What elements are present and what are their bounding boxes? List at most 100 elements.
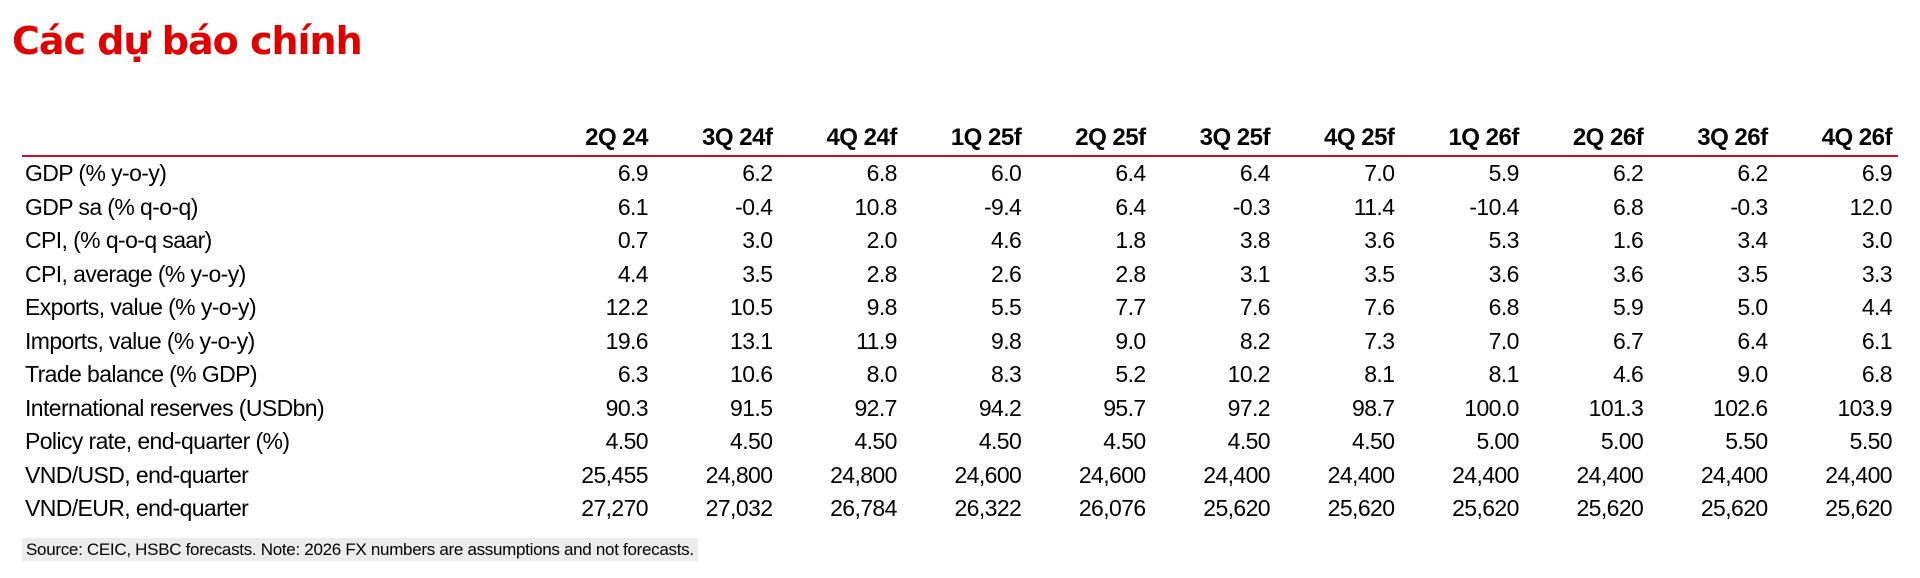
row-label: VND/USD, end-quarter [25, 461, 249, 488]
cell-value: 25,620 [1700, 495, 1768, 521]
cell-value: 4.50 [1103, 428, 1146, 454]
cell-value: 27,270 [581, 495, 648, 521]
cell-value: 27,032 [705, 495, 773, 521]
cell-value: 10.2 [1227, 361, 1271, 387]
cell-value: 24,600 [954, 461, 1022, 488]
cell-value: 8.2 [1239, 327, 1271, 354]
cell-value: 3.5 [742, 260, 773, 287]
row-label: Trade balance (% GDP) [25, 361, 258, 387]
cell-value: 9.8 [991, 327, 1022, 354]
cell-value: 3.0 [1861, 227, 1893, 253]
cell-value: 5.50 [1725, 428, 1768, 454]
cell-value: 92.7 [854, 394, 897, 421]
cell-value: 6.2 [1613, 160, 1644, 186]
cell-value: 25,620 [1327, 495, 1395, 521]
cell-value: 24,400 [1700, 461, 1768, 488]
cell-value: 6.2 [1737, 160, 1768, 186]
cell-value: 12.2 [605, 294, 649, 320]
cell-value: 5.50 [1849, 428, 1893, 454]
cell-value: 6.8 [1488, 294, 1520, 320]
row-label: VND/EUR, end-quarter [25, 495, 249, 521]
cell-value: 25,620 [1452, 495, 1519, 521]
cell-value: 4.50 [978, 428, 1022, 454]
cell-value: 24,800 [830, 461, 897, 488]
cell-value: 24,400 [1825, 461, 1892, 488]
cell-value: 2.0 [866, 227, 898, 253]
cell-value: 6.8 [1613, 193, 1644, 220]
column-header: 3Q 24f [702, 124, 773, 151]
cell-value: 6.1 [617, 193, 649, 220]
cell-value: 7.3 [1364, 327, 1395, 354]
cell-value: 3.8 [1239, 227, 1271, 253]
cell-value: 19.6 [605, 327, 649, 354]
column-header: 1Q 26f [1448, 124, 1519, 151]
cell-value: 5.00 [1476, 428, 1519, 454]
cell-value: 101.3 [1588, 394, 1644, 421]
cell-value: 97.2 [1227, 394, 1271, 421]
cell-value: 2.6 [991, 260, 1022, 287]
cell-value: 8.0 [866, 361, 898, 387]
cell-value: 3.3 [1861, 260, 1893, 287]
cell-value: 5.9 [1488, 160, 1520, 186]
cell-value: 7.6 [1239, 294, 1271, 320]
cell-value: 3.0 [742, 227, 773, 253]
cell-value: 26,784 [830, 495, 897, 521]
cell-value: 24,800 [705, 461, 773, 488]
cell-value: 4.50 [730, 428, 773, 454]
cell-value: 103.9 [1837, 394, 1892, 421]
cell-value: 7.0 [1488, 327, 1520, 354]
cell-value: 5.0 [1737, 294, 1768, 320]
cell-value: 2.8 [866, 260, 898, 287]
source-note: Source: CEIC, HSBC forecasts. Note: 2026… [22, 538, 698, 561]
cell-value: 4.4 [617, 260, 649, 287]
cell-value: 4.4 [1861, 294, 1893, 320]
cell-value: 0.7 [617, 227, 649, 253]
cell-value: 6.2 [742, 160, 773, 186]
cell-value: 90.3 [605, 394, 649, 421]
cell-value: 5.5 [991, 294, 1022, 320]
cell-value: 26,076 [1078, 495, 1146, 521]
cell-value: 9.0 [1115, 327, 1146, 354]
cell-value: 25,620 [1203, 495, 1270, 521]
cell-value: 11.9 [856, 327, 897, 354]
cell-value: 6.7 [1613, 327, 1644, 354]
cell-value: 6.1 [1861, 327, 1893, 354]
cell-value: 4.50 [1352, 428, 1395, 454]
cell-value: 6.4 [1239, 160, 1271, 186]
row-label: CPI, average (% y-o-y) [25, 260, 246, 287]
cell-value: 25,620 [1825, 495, 1892, 521]
cell-value: 4.6 [1613, 361, 1644, 387]
cell-value: 24,400 [1576, 461, 1644, 488]
cell-value: -9.4 [983, 193, 1022, 220]
cell-value: 95.7 [1103, 394, 1146, 421]
cell-value: 7.7 [1115, 294, 1146, 320]
cell-value: 5.2 [1115, 361, 1146, 387]
cell-value: 6.9 [1861, 160, 1893, 186]
cell-value: 6.8 [866, 160, 898, 186]
cell-value: 6.9 [617, 160, 649, 186]
row-label: International reserves (USDbn) [25, 394, 325, 421]
cell-value: 100.0 [1464, 394, 1519, 421]
cell-value: 1.6 [1613, 227, 1644, 253]
cell-value: 11.4 [1353, 193, 1395, 220]
cell-value: -0.3 [1232, 193, 1271, 220]
cell-value: 12.0 [1849, 193, 1893, 220]
cell-value: 9.8 [866, 294, 898, 320]
column-header: 2Q 24 [585, 124, 648, 151]
cell-value: 3.5 [1364, 260, 1395, 287]
row-label: Exports, value (% y-o-y) [25, 294, 257, 320]
cell-value: -10.4 [1469, 193, 1519, 220]
row-label: Imports, value (% y-o-y) [25, 327, 255, 354]
cell-value: 5.9 [1613, 294, 1644, 320]
cell-value: 8.3 [991, 361, 1022, 387]
cell-value: 2.8 [1115, 260, 1146, 287]
cell-value: 3.6 [1488, 260, 1520, 287]
cell-value: 26,322 [954, 495, 1022, 521]
cell-value: 102.6 [1713, 394, 1768, 421]
cell-value: 6.8 [1861, 361, 1893, 387]
row-label: GDP sa (% q-o-q) [25, 193, 198, 220]
column-header: 3Q 25f [1199, 124, 1271, 151]
cell-value: 9.0 [1737, 361, 1768, 387]
cell-value: 98.7 [1352, 394, 1395, 421]
cell-value: 91.5 [730, 394, 773, 421]
